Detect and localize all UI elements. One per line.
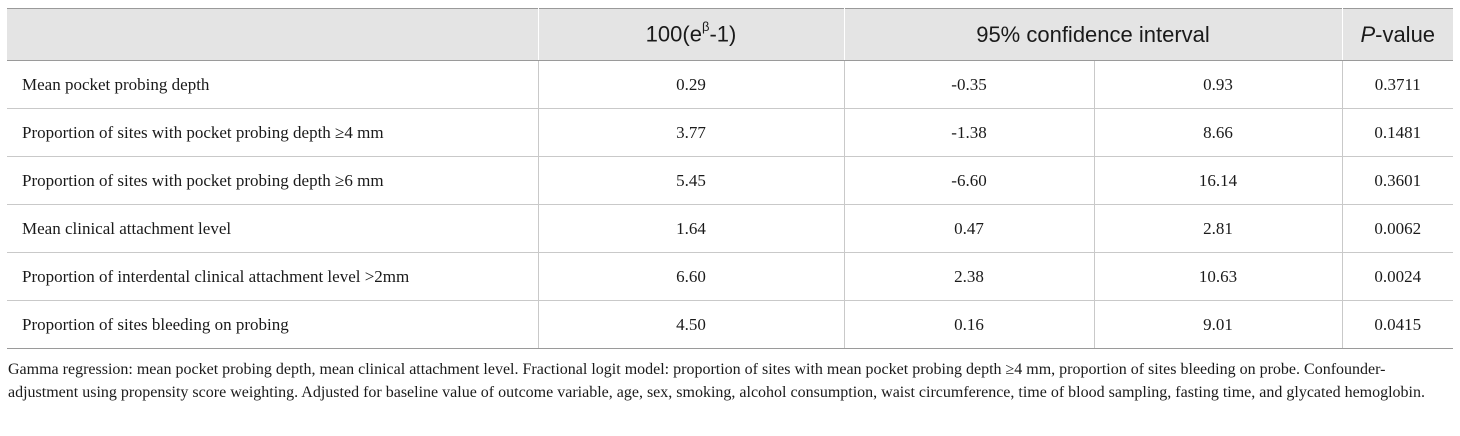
row-label: Proportion of sites with pocket probing …: [7, 156, 539, 205]
row-estimate: 3.77: [538, 108, 845, 157]
row-ci-low: 0.47: [844, 204, 1095, 253]
row-label: Proportion of sites bleeding on probing: [7, 300, 539, 349]
row-ci-high: 10.63: [1094, 252, 1343, 301]
table-footnote: Gamma regression: mean pocket probing de…: [8, 361, 1425, 401]
row-ci-high: 9.01: [1094, 300, 1343, 349]
row-estimate: 5.45: [538, 156, 845, 205]
row-ci-low: -1.38: [844, 108, 1095, 157]
table-row: Mean pocket probing depth 0.29 -0.35 0.9…: [7, 60, 1453, 109]
header-confidence-interval: 95% confidence interval: [844, 8, 1343, 61]
header-outcome: [7, 8, 539, 61]
row-estimate: 0.29: [538, 60, 845, 109]
row-label: Proportion of sites with pocket probing …: [7, 108, 539, 157]
row-p-value: 0.0415: [1342, 300, 1453, 349]
header-p-italic: P: [1360, 21, 1376, 47]
header-estimate-sup: β: [701, 19, 710, 35]
row-label: Mean clinical attachment level: [7, 204, 539, 253]
row-ci-high: 16.14: [1094, 156, 1343, 205]
table-row: Proportion of sites with pocket probing …: [7, 108, 1453, 157]
row-estimate: 4.50: [538, 300, 845, 349]
header-p-tail: -value: [1375, 21, 1436, 47]
row-estimate: 1.64: [538, 204, 845, 253]
row-estimate: 6.60: [538, 252, 845, 301]
row-label: Mean pocket probing depth: [7, 60, 539, 109]
row-p-value: 0.0024: [1342, 252, 1453, 301]
header-estimate-base: 100(e: [645, 21, 702, 47]
row-p-value: 0.0062: [1342, 204, 1453, 253]
row-p-value: 0.1481: [1342, 108, 1453, 157]
header-p-value: P-value: [1342, 8, 1453, 61]
results-table-container: 100(eβ-1) 95% confidence interval P-valu…: [7, 8, 1453, 404]
row-ci-high: 2.81: [1094, 204, 1343, 253]
table-row: Mean clinical attachment level 1.64 0.47…: [7, 204, 1453, 253]
table-row: Proportion of sites bleeding on probing …: [7, 300, 1453, 349]
row-p-value: 0.3711: [1342, 60, 1453, 109]
row-ci-low: 0.16: [844, 300, 1095, 349]
row-ci-low: 2.38: [844, 252, 1095, 301]
table-row: Proportion of interdental clinical attac…: [7, 252, 1453, 301]
row-label: Proportion of interdental clinical attac…: [7, 252, 539, 301]
row-ci-low: -6.60: [844, 156, 1095, 205]
table-row: Proportion of sites with pocket probing …: [7, 156, 1453, 205]
row-p-value: 0.3601: [1342, 156, 1453, 205]
row-ci-high: 0.93: [1094, 60, 1343, 109]
results-table: 100(eβ-1) 95% confidence interval P-valu…: [7, 8, 1453, 349]
header-estimate: 100(eβ-1): [538, 8, 845, 61]
row-ci-high: 8.66: [1094, 108, 1343, 157]
header-estimate-tail: -1): [709, 21, 737, 47]
table-header-row: 100(eβ-1) 95% confidence interval P-valu…: [7, 8, 1453, 61]
row-ci-low: -0.35: [844, 60, 1095, 109]
